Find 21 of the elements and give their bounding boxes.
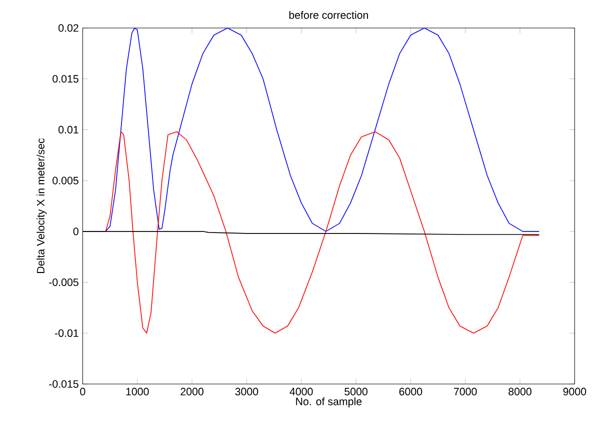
chart-title: before correction — [289, 11, 368, 19]
x-tick-label: 4000 — [290, 388, 313, 396]
x-tick-label: 5000 — [344, 388, 368, 396]
y-tick-label: 0.015 — [52, 75, 78, 83]
y-tick-label: -0.01 — [55, 329, 78, 337]
y-tick-label: 0.01 — [58, 126, 78, 134]
x-tick-label: 3000 — [235, 388, 258, 396]
x-tick-label: 0 — [80, 388, 86, 396]
y-tick-label: 0.005 — [52, 176, 78, 184]
y-axis-title: Delta Velocity X in meter/sec — [36, 138, 47, 273]
x-tick-label: 1000 — [126, 388, 149, 396]
x-tick-label: 8000 — [508, 388, 532, 396]
y-tick-label: -0.015 — [49, 380, 78, 388]
y-tick-label: 0.02 — [58, 24, 78, 32]
x-tick-label: 9000 — [563, 388, 586, 396]
x-tick-label: 6000 — [399, 388, 422, 396]
y-tick-label: 0 — [73, 228, 78, 236]
x-tick-label: 2000 — [180, 388, 204, 396]
x-tick-label: 7000 — [454, 388, 477, 396]
x-axis-title: No. of sample — [296, 397, 362, 408]
y-tick-label: -0.005 — [49, 278, 78, 286]
